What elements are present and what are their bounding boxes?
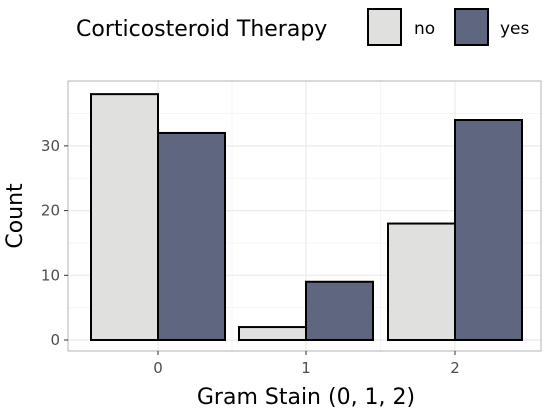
legend-title: Corticosteroid Therapy bbox=[76, 17, 327, 42]
bar-no-0 bbox=[90, 93, 159, 341]
bars bbox=[90, 93, 523, 341]
x-axis: 0 1 2 bbox=[153, 351, 460, 377]
y-axis-title: Count bbox=[3, 183, 28, 249]
y-tick-label: 0 bbox=[50, 331, 60, 349]
bar-no-2 bbox=[387, 222, 456, 341]
x-axis-title: Gram Stain (0, 1, 2) bbox=[197, 385, 415, 410]
y-tick-label: 30 bbox=[41, 137, 60, 155]
bar-yes-1 bbox=[305, 280, 374, 341]
y-axis: 0 10 20 30 bbox=[41, 137, 68, 349]
panel-border bbox=[67, 80, 542, 352]
legend: Corticosteroid Therapy no yes bbox=[76, 8, 530, 46]
y-tick-label: 10 bbox=[41, 266, 60, 284]
legend-label-no: no bbox=[414, 19, 435, 39]
x-tick-label: 1 bbox=[301, 359, 311, 377]
bar-yes-2 bbox=[454, 119, 523, 341]
legend-label-yes: yes bbox=[500, 19, 530, 39]
bar-yes-0 bbox=[157, 131, 226, 341]
bar-no-1 bbox=[238, 326, 307, 341]
legend-key-yes bbox=[454, 8, 489, 46]
y-tick-label: 20 bbox=[41, 202, 60, 220]
legend-key-no bbox=[367, 8, 402, 46]
x-tick-label: 2 bbox=[450, 359, 460, 377]
x-tick-label: 0 bbox=[153, 359, 163, 377]
